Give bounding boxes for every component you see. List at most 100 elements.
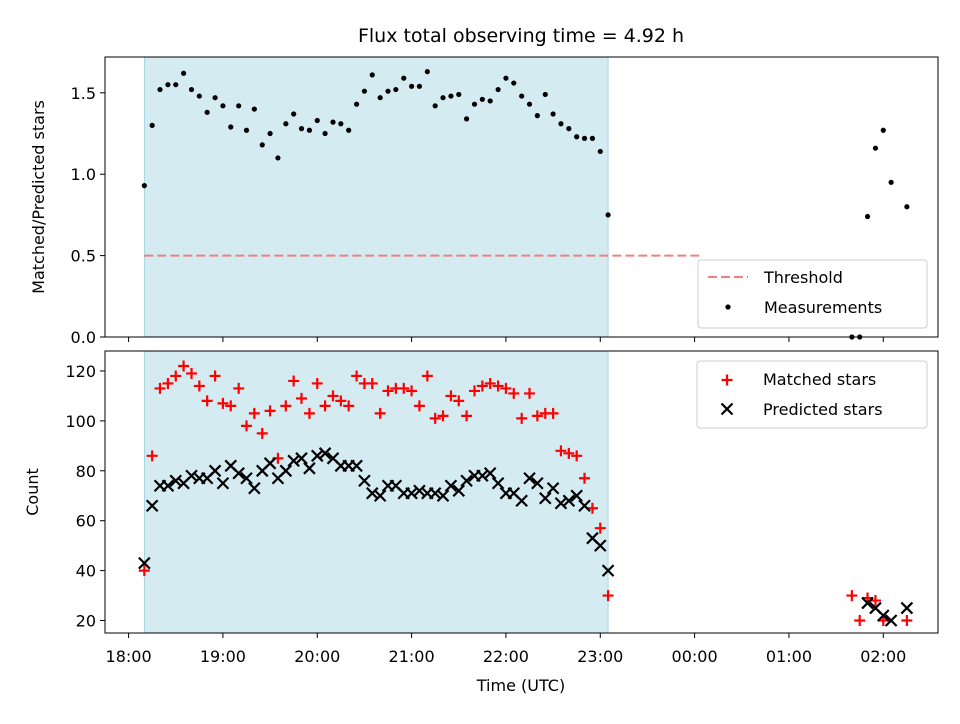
top-measurements-point [440,95,446,101]
legend-predicted-label: Predicted stars [763,400,883,419]
bottom-matched-stars-point [579,472,591,484]
bottom-matched-stars-point [901,615,913,627]
bottom-matched-stars-point [555,445,567,457]
bottom-y-tick-label: 100 [65,412,96,431]
bottom-y-tick-label: 80 [76,462,96,481]
x-tick-label: 20:00 [294,647,340,666]
bottom-matched-stars-point [311,377,323,389]
bottom-predicted-stars-point [248,481,261,495]
bottom-predicted-stars-point [232,467,245,480]
bottom-matched-stars-point [193,380,205,392]
top-measurements-point [330,119,336,125]
top-measurements-point [471,101,478,107]
bottom-matched-stars-point [319,400,331,412]
bottom-predicted-stars-point [601,564,615,577]
top-measurements-point [267,130,273,137]
bottom-predicted-stars-point [900,601,914,615]
top-measurements-point [401,75,407,81]
top-measurements-point [165,82,171,88]
bottom-matched-stars-point [602,590,614,602]
bottom-predicted-stars-point [538,491,552,505]
bottom-predicted-stars-point [554,496,568,510]
top-measurements-point [361,88,368,94]
top-y-tick-label: 0.0 [71,328,96,347]
bottom-predicted-stars-point [515,494,528,508]
top-measurements-point [251,106,257,112]
top-measurements-point [314,117,320,124]
top-measurements-point [204,109,210,115]
bottom-matched-stars-point [280,400,292,412]
top-measurements-point [188,86,195,93]
bottom-predicted-stars-point [138,556,151,570]
top-legend: Threshold Measurements [697,259,928,329]
top-measurements-point [385,88,391,94]
x-tick-label: 18:00 [106,647,152,666]
top-measurements-point [243,127,250,133]
top-measurements-point [173,82,179,88]
top-measurements-point [495,86,501,93]
x-tick-label: 19:00 [200,647,246,666]
bottom-matched-stars-point [461,410,473,422]
top-measurements-point [581,135,588,141]
legend-box [697,259,928,329]
top-y-axis-label: Matched/Predicted stars [29,100,48,294]
top-measurements-point [904,204,910,210]
bottom-predicted-stars-point [444,479,458,493]
bottom-matched-stars-point [170,370,182,382]
top-measurements-point [542,91,548,98]
bottom-matched-stars-point [351,370,363,382]
top-measurements-point [880,127,886,133]
top-measurements-point [456,91,462,98]
bottom-matched-stars-point [162,377,174,389]
bottom-matched-stars-point [382,385,394,397]
top-measurements-point [369,72,375,78]
top-measurements-point [416,83,423,89]
bottom-matched-stars-point [178,360,190,372]
bottom-matched-stars-point [476,380,488,392]
bottom-matched-stars-point [421,370,433,382]
bottom-axes-frame [104,350,939,634]
top-measurements-point [448,93,454,99]
bottom-predicted-stars-point [523,471,536,485]
legend-threshold-label: Threshold [763,268,843,287]
top-measurements-point [872,145,879,151]
bottom-y-axis-label: Count [23,468,42,516]
bottom-matched-stars-point [547,407,559,419]
bottom-predicted-stars-point [483,467,497,480]
top-measurements-point [259,142,265,148]
top-axes-frame [104,56,939,338]
bottom-matched-stars-point [217,397,229,409]
bottom-matched-stars-point [854,615,866,627]
bottom-predicted-stars-point [562,494,576,508]
top-measurements-point [298,126,305,132]
bottom-matched-stars-point [492,380,504,392]
bottom-matched-stars-point [406,385,418,397]
top-measurements-point [558,121,564,127]
bottom-predicted-stars-point [279,464,293,478]
bottom-matched-stars-point [508,387,520,399]
bottom-predicted-stars-point [318,447,332,460]
bottom-matched-stars-point [225,400,237,412]
top-measurements-point [526,101,533,107]
bottom-predicted-stars-point [476,469,489,483]
bottom-predicted-stars-point [373,489,387,503]
top-y-tick-label: 1.0 [71,165,96,184]
bottom-y-tick-label: 60 [76,512,96,531]
bottom-predicted-stars-point [593,539,607,552]
bottom-predicted-stars-point [350,459,363,473]
top-measurements-point [377,95,383,101]
bottom-predicted-stars-point [303,462,316,475]
bottom-matched-stars-point [233,382,245,394]
bottom-predicted-stars-point [570,489,583,503]
bottom-predicted-stars-point [185,469,198,483]
bottom-predicted-stars-point [365,486,379,500]
bottom-predicted-stars-point [405,486,418,500]
top-measurements-point [212,95,218,101]
bottom-matched-stars-point [288,375,300,387]
x-tick-label: 23:00 [577,647,623,666]
bottom-predicted-stars-point [413,484,426,498]
top-measurements-point [322,130,328,137]
bottom-matched-stars-point [429,412,441,424]
bottom-matched-stars-point [586,502,598,514]
